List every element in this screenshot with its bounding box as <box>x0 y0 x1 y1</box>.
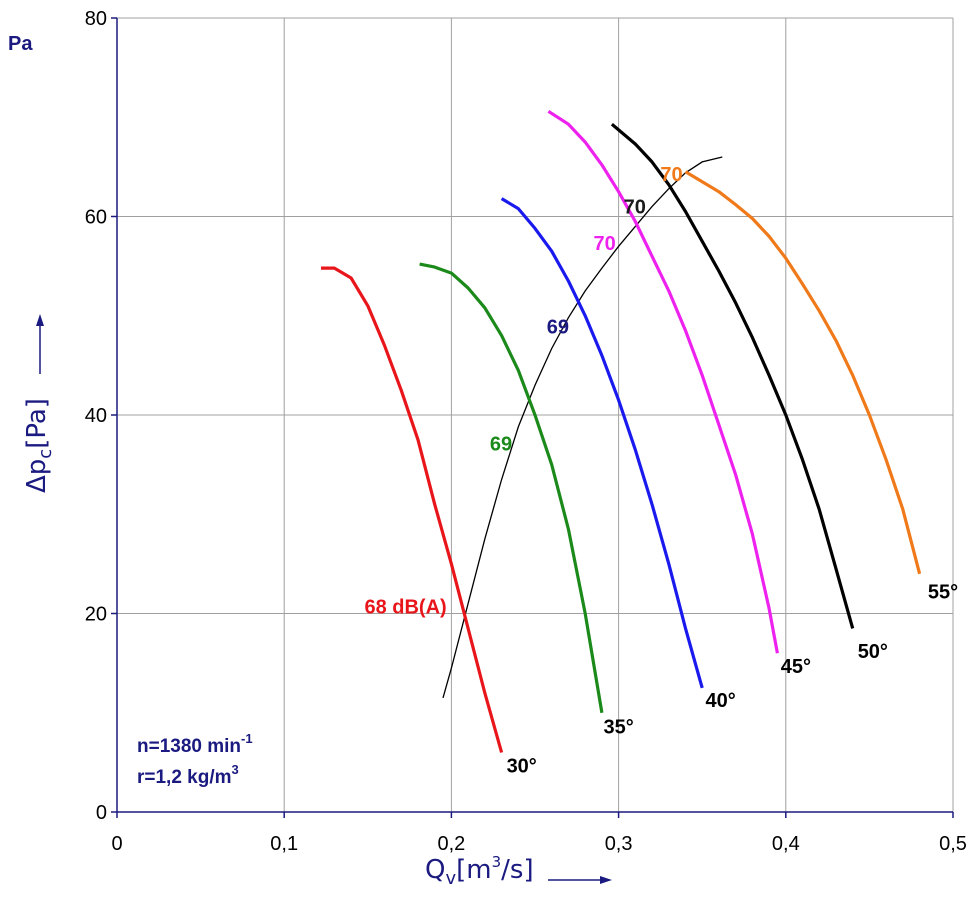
x-tick-label: 0,1 <box>270 833 298 855</box>
rpm-info: n=1380 min-1 <box>137 731 253 757</box>
tick-labels: 0 0,1 0,2 0,3 0,4 0,5 0 20 40 60 80 <box>85 8 967 855</box>
curve-end-label: 30° <box>507 755 537 777</box>
x-tick-label: 0,4 <box>772 833 800 855</box>
x-tick-label: 0,5 <box>939 833 967 855</box>
noise-annotation: 70 <box>624 197 646 219</box>
series-line-1 <box>419 262 604 714</box>
noise-annotation: 69 <box>490 434 512 456</box>
noise-annotation: 70 <box>660 164 682 186</box>
curve-labels: 30° 35° 40° 45° 50° 55° 68 dB(A) 69 69 70 70 70 <box>364 164 958 778</box>
x-axis-arrow <box>548 876 612 884</box>
noise-annotation: 68 dB(A) <box>364 597 446 619</box>
noise-annotation: 70 <box>594 233 616 255</box>
y-tick-label: 60 <box>85 207 107 229</box>
x-axis-title: Qv[m3/s] <box>425 853 534 889</box>
series-line-3 <box>547 109 779 654</box>
y-tick-label: 40 <box>85 405 107 427</box>
y-tick-label: 80 <box>85 8 107 30</box>
y-tick-label: 20 <box>85 604 107 626</box>
y-unit-label: Pa <box>8 33 33 55</box>
y-axis-arrow <box>36 314 44 374</box>
series-line-4 <box>610 122 855 629</box>
series-lines <box>321 109 922 753</box>
noise-level-curve <box>442 156 723 699</box>
density-info: r=1,2 kg/m3 <box>137 762 239 788</box>
curve-end-label: 50° <box>858 641 888 663</box>
y-tick-label: 0 <box>96 802 107 824</box>
curve-end-label: 35° <box>604 717 634 739</box>
curve-end-label: 40° <box>706 690 736 712</box>
x-tick-label: 0,2 <box>437 833 465 855</box>
x-tick-label: 0,3 <box>605 833 633 855</box>
x-tick-label: 0 <box>111 833 122 855</box>
series-line-2 <box>500 197 704 689</box>
curve-end-label: 45° <box>781 656 811 678</box>
y-axis-title: Δpc[Pa] <box>22 398 56 493</box>
series-line-0 <box>321 266 504 753</box>
noise-annotation: 69 <box>547 317 569 339</box>
grid <box>117 17 954 812</box>
series-line-5 <box>684 170 922 575</box>
curve-end-label: 55° <box>928 582 958 604</box>
axes <box>111 17 954 818</box>
